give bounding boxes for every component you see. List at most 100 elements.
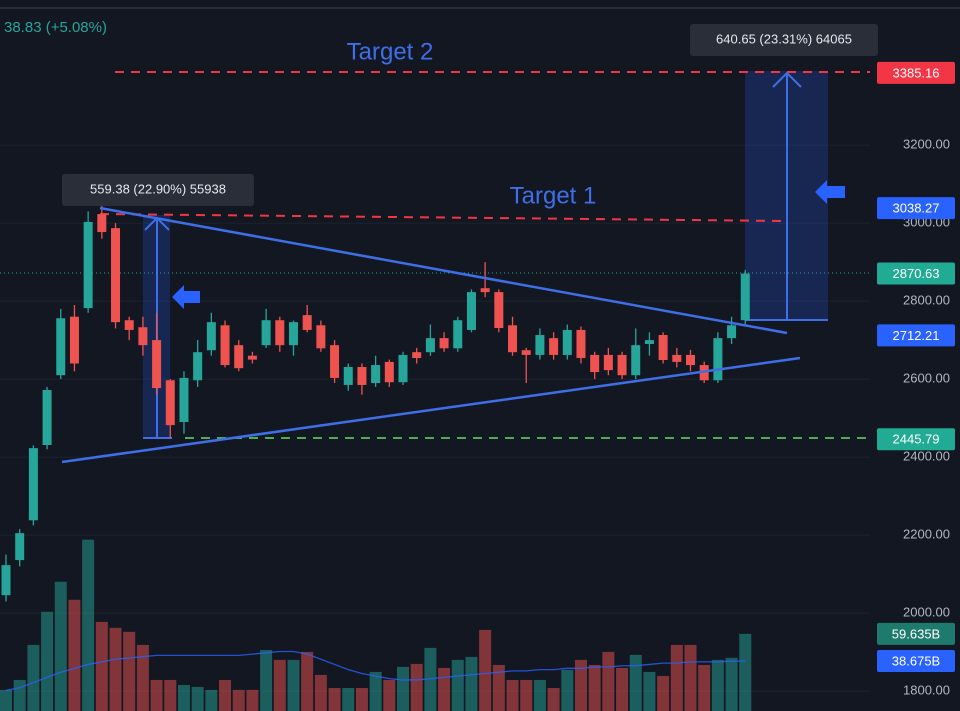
candle-body <box>357 367 367 385</box>
candle-body <box>69 316 79 364</box>
volume-bar <box>739 633 752 711</box>
candle-body <box>83 221 93 309</box>
candle-body <box>439 338 449 349</box>
candle-body <box>275 320 285 346</box>
volume-bar <box>342 687 355 711</box>
volume-bar <box>629 654 642 711</box>
volume-bar <box>314 674 327 711</box>
trendline-lower <box>61 356 801 464</box>
candle-body <box>590 354 600 373</box>
measure-tooltip: 640.65 (23.31%) 64065 <box>716 31 852 46</box>
target-label: Target 1 <box>510 182 597 209</box>
volume-bar <box>479 629 492 711</box>
volume-bar <box>27 644 40 711</box>
candle-body <box>617 354 627 376</box>
axis-price-label-text: 2445.79 <box>893 432 940 447</box>
volume-bar <box>547 687 560 711</box>
arrow-icon <box>815 180 845 204</box>
volume-bar <box>725 657 738 711</box>
volume-bar <box>301 651 314 711</box>
volume-bar <box>287 659 300 711</box>
candle-body <box>193 352 203 381</box>
volume-bar <box>369 671 382 711</box>
volume-bar <box>68 599 81 711</box>
volume-bar <box>219 679 232 711</box>
volume-bar <box>684 644 697 711</box>
y-tick-label: 1800.00 <box>903 683 950 698</box>
volume-bar <box>574 659 587 711</box>
trendline-upper <box>99 206 788 335</box>
volume-bar <box>643 671 656 711</box>
volume-bar <box>177 685 190 711</box>
candle-body <box>247 355 257 360</box>
candle-body <box>535 335 545 355</box>
candle-body <box>658 335 668 360</box>
candle-body <box>1 565 11 596</box>
candle-body <box>179 377 189 422</box>
tooltip-box <box>62 174 254 206</box>
candle-body <box>480 288 490 293</box>
candle-body <box>42 390 52 446</box>
candle-body <box>220 325 230 366</box>
candle-body <box>343 367 353 385</box>
candle-body <box>302 315 312 330</box>
volume-bar <box>438 667 451 711</box>
axis-price-label-text: 3038.27 <box>893 201 940 216</box>
candle-body <box>453 320 463 349</box>
volume-bar <box>41 611 54 711</box>
axis-price-label <box>877 324 955 347</box>
volume-bar <box>232 689 245 711</box>
candle-body <box>562 329 572 355</box>
candle-body <box>316 325 326 349</box>
volume-bar <box>82 539 95 711</box>
candle-body <box>412 352 422 359</box>
candle-body <box>97 214 107 233</box>
volume-bar <box>492 664 505 711</box>
volume-bar <box>109 627 122 711</box>
candle-body <box>234 345 244 369</box>
candle-body <box>425 338 435 353</box>
candle-body <box>288 322 298 346</box>
arrow-icon <box>172 285 200 309</box>
volume-bar <box>13 679 26 711</box>
y-tick-label: 2400.00 <box>903 449 950 464</box>
volume-bar <box>0 689 12 711</box>
y-tick-label: 2600.00 <box>903 371 950 386</box>
candle-body <box>603 354 613 371</box>
volume-bar <box>205 689 218 711</box>
axis-price-label <box>877 262 955 285</box>
candle-body <box>152 340 162 389</box>
candle-body <box>206 322 216 351</box>
volume-bar <box>54 581 67 711</box>
axis-price-label <box>877 649 955 672</box>
volume-bar <box>95 621 108 711</box>
axis-price-label-text: 3385.16 <box>893 65 940 80</box>
candle-body <box>261 320 271 346</box>
candle-body <box>384 361 394 383</box>
axis-price-label <box>877 622 955 645</box>
candle-body <box>56 318 66 376</box>
volume-bar <box>424 647 437 711</box>
volume-bar <box>136 644 149 711</box>
candle-body <box>686 354 695 366</box>
y-tick-label: 2200.00 <box>903 527 950 542</box>
volume-bar <box>616 667 629 711</box>
candle-body <box>508 325 518 353</box>
volume-bar <box>355 687 368 711</box>
candle-body <box>28 448 38 521</box>
measure-tooltip: 559.38 (22.90%) 55938 <box>90 181 226 196</box>
candle-body <box>371 365 381 383</box>
volume-bar <box>397 666 410 711</box>
volume-bar <box>657 675 670 711</box>
volume-bar <box>670 644 683 711</box>
tooltip-box <box>690 24 878 56</box>
candle-body <box>398 354 408 383</box>
candles <box>1 203 750 602</box>
y-tick-label: 3200.00 <box>903 137 950 152</box>
volume-bar <box>123 631 136 711</box>
volume-bar <box>191 686 204 711</box>
candle-body <box>124 320 134 330</box>
candle-body <box>466 292 476 330</box>
candle-body <box>631 345 641 376</box>
